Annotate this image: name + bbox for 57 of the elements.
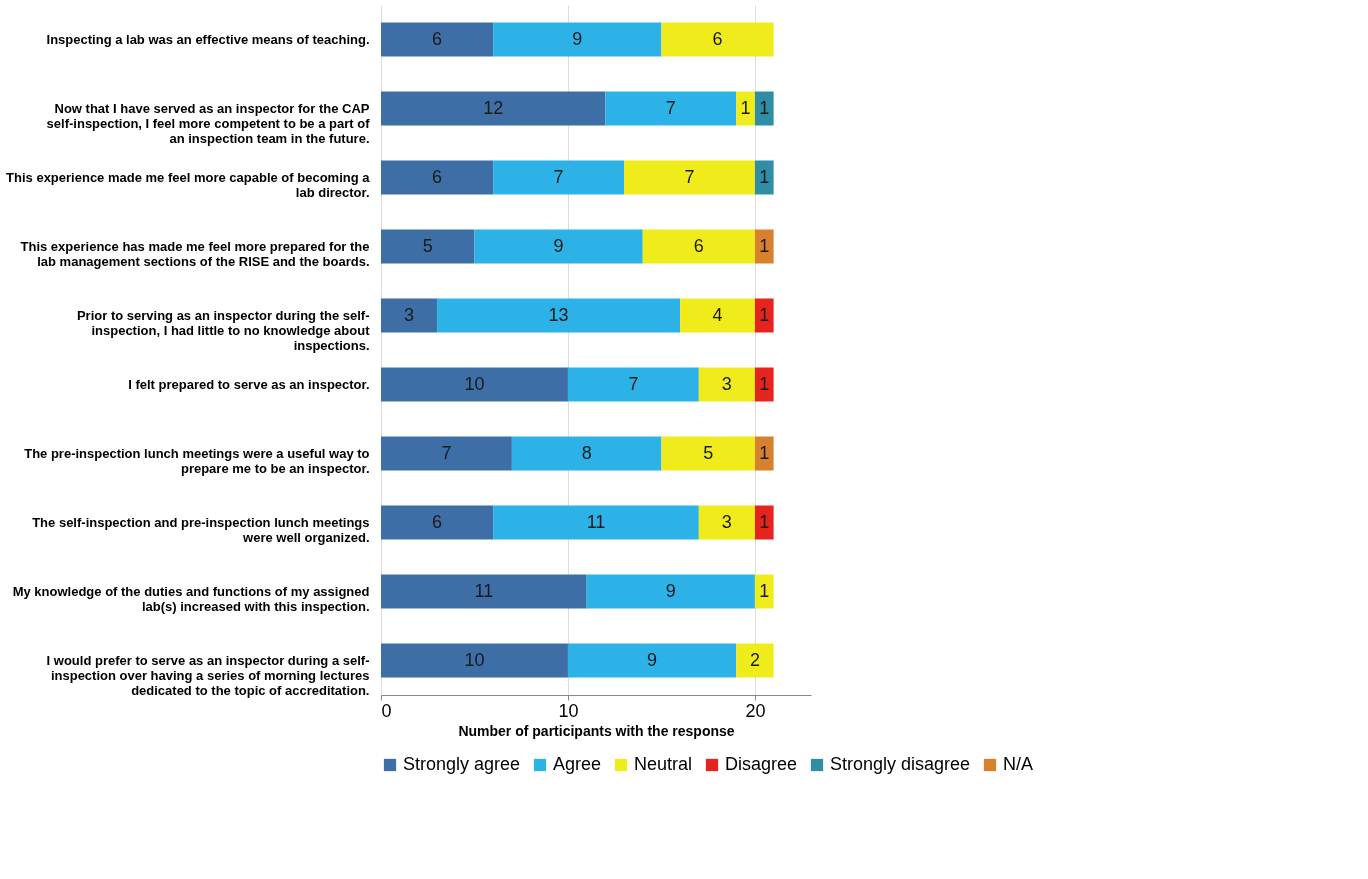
- data-label: 7: [628, 373, 639, 394]
- x-tick-label: 20: [745, 700, 766, 721]
- y-tick-label: I felt prepared to serve as an inspector.: [128, 376, 370, 392]
- data-label: 5: [703, 442, 714, 463]
- y-tick-label: Prior to serving as an inspector during the self-inspection, I had little to no knowledge about inspections.: [76, 307, 371, 353]
- data-label: 1: [759, 442, 770, 463]
- data-label: 3: [404, 304, 415, 325]
- data-label: 1: [759, 373, 770, 394]
- y-tick-label: This experience has made me feel more prepared for the lab management sections of the RISE and the boards.: [20, 238, 370, 269]
- data-label: 7: [684, 166, 695, 187]
- legend-label: Strongly agree: [403, 754, 521, 774]
- data-label: 8: [581, 442, 592, 463]
- data-label: 9: [553, 235, 564, 256]
- y-tick-label: Now that I have served as an inspector for the CAP self-inspection, I feel more competent to be a part of an inspection team in the future.: [46, 100, 371, 146]
- x-tick-label: 10: [558, 700, 579, 721]
- data-label: 1: [759, 97, 770, 118]
- data-label: 6: [693, 235, 704, 256]
- data-label: 1: [759, 235, 770, 256]
- legend-label: Neutral: [634, 754, 693, 774]
- data-label: 10: [464, 649, 485, 670]
- data-label: 12: [483, 97, 504, 118]
- data-label: 1: [759, 304, 770, 325]
- data-label: 9: [647, 649, 658, 670]
- data-label: 1: [759, 580, 770, 601]
- data-label: 1: [740, 97, 751, 118]
- y-tick-label: The self-inspection and pre-inspection lunch meetings were well organized.: [32, 514, 370, 545]
- legend-label: Strongly disagree: [830, 754, 971, 774]
- data-label: 9: [572, 28, 583, 49]
- data-label: 7: [665, 97, 676, 118]
- data-label: 7: [441, 442, 452, 463]
- data-label: 3: [721, 511, 732, 532]
- x-tick-label: 0: [381, 700, 392, 721]
- data-label: 3: [721, 373, 732, 394]
- data-label: 4: [712, 304, 723, 325]
- y-tick-label: My knowledge of the duties and functions of my assigned lab(s) increased with this inspection.: [12, 583, 370, 614]
- data-label: 11: [586, 511, 606, 532]
- data-label: 7: [553, 166, 564, 187]
- legend-label: Agree: [553, 754, 602, 774]
- data-label: 1: [759, 166, 770, 187]
- data-label: 9: [665, 580, 676, 601]
- data-label: 13: [548, 304, 569, 325]
- y-tick-label: The pre-inspection lunch meetings were a useful way to prepare me to be an inspector.: [24, 445, 370, 476]
- data-label: 10: [464, 373, 485, 394]
- data-label: 6: [712, 28, 723, 49]
- legend-label: Disagree: [725, 754, 798, 774]
- data-label: 6: [432, 28, 443, 49]
- legend-label: N/A: [1003, 754, 1034, 774]
- y-tick-label: This experience made me feel more capable of becoming a lab director.: [6, 169, 371, 200]
- data-label: 2: [749, 649, 760, 670]
- data-label: 6: [432, 166, 443, 187]
- data-label: 11: [474, 580, 494, 601]
- x-axis-title: Number of participants with the response: [458, 722, 735, 739]
- y-tick-label: I would prefer to serve as an inspector during a self-inspection over having a series of morning lectures dedicated to the topic of accreditation.: [46, 652, 370, 698]
- y-tick-label: Inspecting a lab was an effective means of teaching.: [46, 31, 370, 47]
- data-label: 1: [759, 511, 770, 532]
- data-label: 5: [422, 235, 433, 256]
- data-label: 6: [432, 511, 443, 532]
